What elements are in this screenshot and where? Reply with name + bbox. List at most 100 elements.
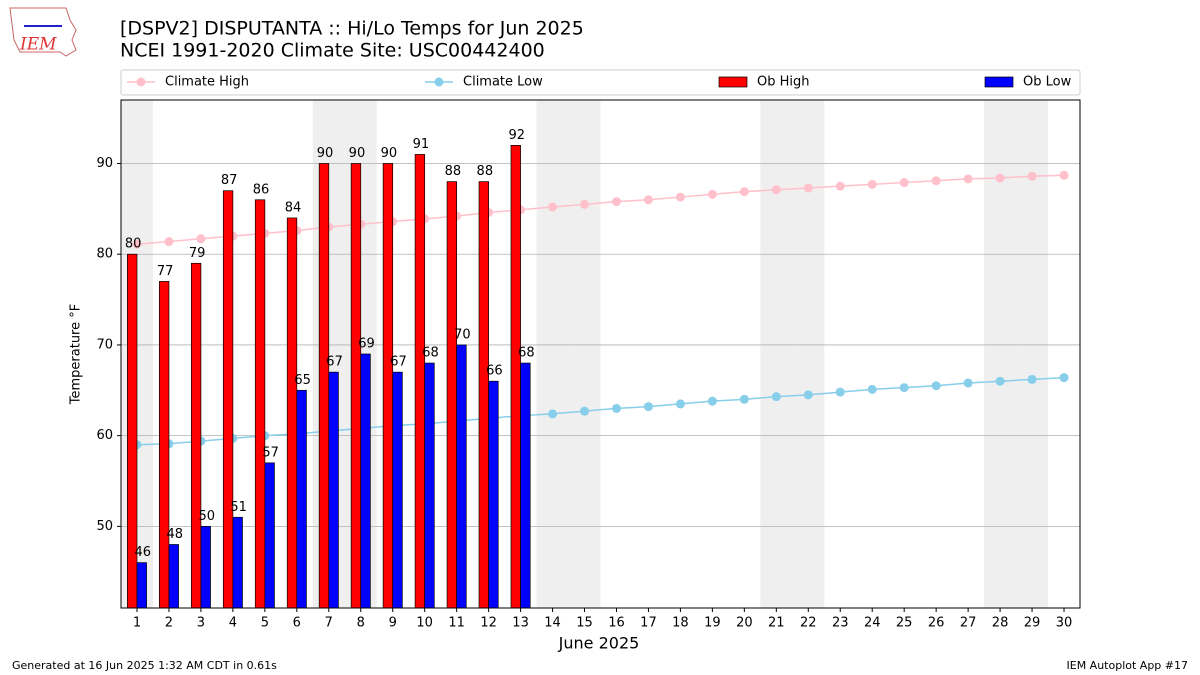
legend-label: Ob Low (1023, 75, 1072, 90)
point (132, 239, 142, 249)
point (196, 234, 206, 244)
point (963, 378, 973, 388)
data-label: 65 (294, 373, 311, 388)
data-label: 66 (486, 364, 503, 379)
x-tick-label: 29 (1024, 616, 1041, 631)
x-tick-label: 24 (864, 616, 881, 631)
point (739, 394, 749, 404)
point (899, 383, 909, 393)
x-tick-label: 9 (389, 616, 397, 631)
weekend-shade (984, 100, 1017, 608)
data-label: 86 (253, 182, 270, 197)
point (164, 237, 174, 247)
point (803, 390, 813, 400)
plot-frame (120, 99, 1081, 609)
point (867, 384, 877, 394)
legend-label: Climate Low (463, 75, 543, 90)
bar (200, 526, 211, 609)
point (611, 197, 621, 207)
logo: IEM (9, 7, 77, 57)
chart-title: [DSPV2] DISPUTANTA :: Hi/Lo Temps for Ju… (120, 18, 584, 40)
data-label: 50 (198, 509, 215, 524)
data-label: 80 (125, 237, 142, 252)
bar (350, 163, 362, 609)
point (931, 176, 941, 186)
y-tick-label: 70 (96, 337, 113, 352)
bar (232, 516, 243, 609)
x-tick-label: 22 (800, 616, 817, 631)
data-label: 68 (422, 346, 439, 361)
x-tick-label: 25 (896, 616, 913, 631)
point (675, 399, 685, 409)
point (867, 179, 877, 189)
bar (424, 362, 435, 609)
point (611, 403, 621, 413)
legend-box (120, 69, 1081, 96)
weekend-shade (568, 100, 601, 608)
x-tick-label: 16 (608, 616, 625, 631)
footer-right: IEM Autoplot App #17 (1067, 659, 1189, 672)
point (739, 187, 749, 197)
point (931, 381, 941, 391)
x-tick-label: 4 (229, 616, 237, 631)
bar (456, 344, 467, 609)
legend-swatch (984, 76, 1014, 88)
x-tick-label: 13 (512, 616, 529, 631)
logo-outline (9, 7, 77, 57)
weekend-shade (760, 100, 793, 608)
chart-subtitle: NCEI 1991-2020 Climate Site: USC00442400 (120, 40, 545, 62)
data-label: 70 (454, 327, 471, 342)
legend-swatch (434, 77, 444, 87)
point (580, 199, 590, 209)
x-tick-label: 5 (261, 616, 269, 631)
y-tick-label: 50 (96, 519, 113, 534)
point (1027, 374, 1037, 384)
x-tick-label: 14 (544, 616, 561, 631)
bar (520, 362, 531, 609)
x-tick-label: 21 (768, 616, 785, 631)
bar (222, 190, 234, 609)
x-tick-label: 28 (992, 616, 1009, 631)
y-tick-label: 90 (96, 156, 113, 171)
point (1059, 170, 1069, 180)
point (899, 178, 909, 188)
logo-text: IEM (19, 35, 57, 55)
y-tick-label: 80 (96, 247, 113, 262)
data-label: 90 (381, 146, 398, 161)
x-tick-label: 1 (133, 616, 141, 631)
legend-label: Ob High (757, 75, 810, 90)
data-label: 67 (390, 355, 407, 370)
data-label: 68 (518, 346, 535, 361)
point (771, 392, 781, 402)
point (643, 402, 653, 412)
bar (168, 544, 179, 609)
bar (136, 562, 147, 609)
bar (392, 371, 403, 609)
x-tick-label: 18 (672, 616, 689, 631)
bar (296, 389, 307, 609)
bar (446, 181, 457, 609)
data-label: 69 (358, 337, 375, 352)
bar (190, 262, 202, 609)
x-tick-label: 8 (357, 616, 365, 631)
x-tick-label: 30 (1056, 616, 1073, 631)
point (1027, 171, 1037, 181)
bar (264, 462, 275, 609)
bar (488, 380, 499, 609)
x-tick-label: 6 (293, 616, 301, 631)
legend-swatch (718, 76, 748, 88)
point (580, 406, 590, 416)
x-tick-label: 10 (416, 616, 433, 631)
weekend-shade (1016, 100, 1049, 608)
x-tick-label: 15 (576, 616, 593, 631)
data-label: 57 (262, 445, 279, 460)
point (707, 189, 717, 199)
data-label: 91 (413, 137, 430, 152)
data-label: 46 (135, 545, 152, 560)
data-label: 88 (445, 164, 462, 179)
point (995, 376, 1005, 386)
weekend-shade (792, 100, 825, 608)
data-label: 90 (317, 146, 334, 161)
x-tick-label: 23 (832, 616, 849, 631)
